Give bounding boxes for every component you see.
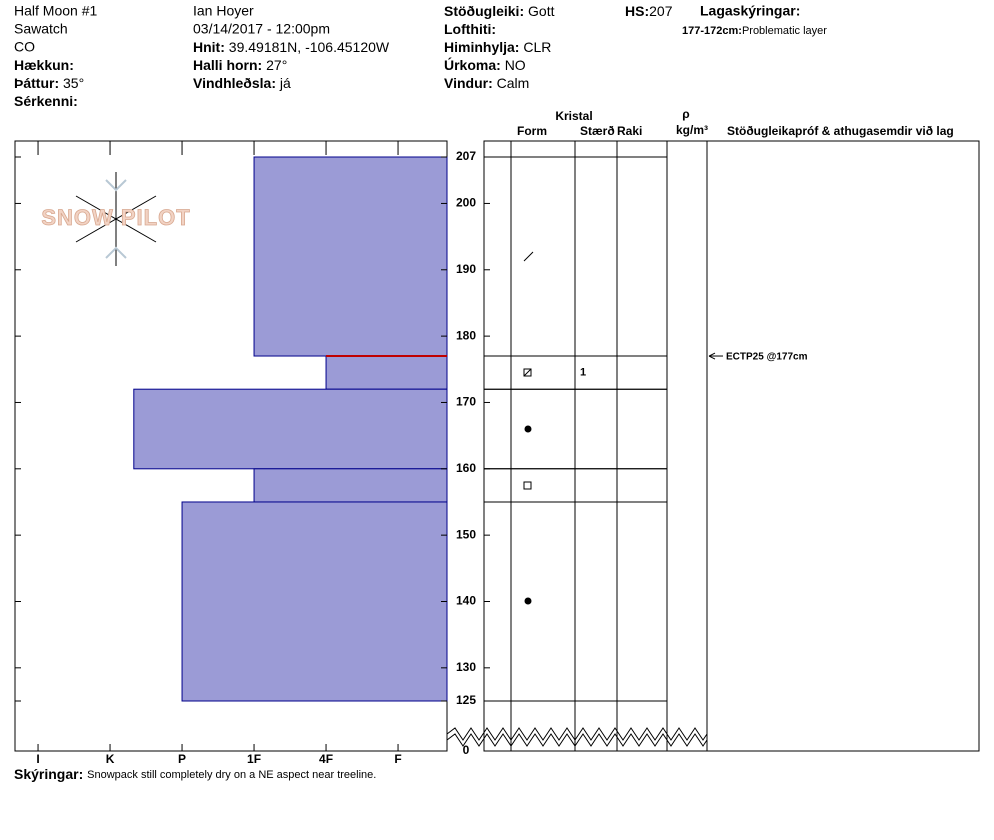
depth-tick-label: 150 (456, 527, 476, 541)
label: Vindhleðsla: (193, 75, 276, 91)
label: Úrkoma: (444, 56, 501, 73)
depth-tick-label: 125 (456, 693, 476, 707)
col-form: Form (517, 124, 547, 138)
label: Vindur: (444, 75, 493, 91)
hardness-tick-label: F (394, 752, 401, 766)
value: 39.49181N, -106.45120W (229, 39, 390, 55)
label: HS: (625, 3, 649, 19)
depth-tick-label: 0 (463, 743, 470, 757)
value: Problematic layer (742, 25, 827, 37)
footer: Skýringar: Snowpack still completely dry… (14, 766, 376, 782)
form-symbols (523, 251, 534, 605)
col-crystal: Kristal (555, 109, 592, 123)
label: 177-172cm: (682, 25, 742, 37)
depth-tick-label: 130 (456, 660, 476, 674)
logo-text: SNOW PILOT (41, 205, 190, 230)
value: CLR (523, 39, 551, 55)
label: Stöðugleiki: (444, 3, 524, 19)
value: 27° (266, 57, 287, 73)
value: NO (505, 57, 526, 73)
value: 35° (63, 75, 84, 91)
label: Himinhylja: (444, 39, 519, 55)
stability: Stöðugleiki: Gott (444, 3, 555, 19)
hs: HS:207 (625, 3, 673, 19)
label: Hnit: (193, 39, 225, 55)
crystal-size: 1 (580, 367, 586, 379)
depth-tick-label: 170 (456, 395, 476, 409)
wind-loading: Vindhleðsla: já (193, 75, 291, 91)
value: 207 (649, 3, 673, 19)
air-temp: Lofthiti: (444, 21, 496, 37)
label: Lofthiti: (444, 21, 496, 37)
value: Gott (528, 3, 555, 19)
depth-tick-label: 180 (456, 328, 476, 342)
col-moisture: Raki (617, 124, 642, 138)
hardness-bar (133, 388, 448, 470)
sky: Himinhylja: CLR (444, 39, 551, 55)
hardness-bar (253, 468, 448, 503)
crystal-frame (483, 140, 980, 752)
columns (510, 141, 708, 751)
value: já (279, 75, 291, 91)
test-arrowhead (708, 352, 716, 360)
depth-tick-label: 190 (456, 262, 476, 276)
col-size: Stærð (580, 124, 615, 138)
depth-tick-label: 207 (456, 149, 476, 163)
col-density-unit: kg/m³ (676, 123, 708, 137)
range: Sawatch (14, 21, 68, 37)
depth-tick-label: 200 (456, 196, 476, 210)
hardness-tick-label: P (178, 752, 186, 766)
hardness-tick-label: 4F (319, 752, 333, 766)
value: Calm (497, 75, 530, 91)
hardness-tick-label: 1F (247, 752, 261, 766)
depth-tick-label: 140 (456, 594, 476, 608)
hardness-tick-label: I (36, 752, 39, 766)
site: Half Moon #1 (14, 3, 97, 19)
elevation: Hækkun: (14, 57, 74, 73)
layer-note: 177-172cm:Problematic layer (682, 25, 827, 37)
hardness-tick-label: K (106, 752, 115, 766)
test-label: ECTP25 @177cm (726, 352, 808, 363)
label: Þáttur: (14, 75, 59, 91)
wind: Vindur: Calm (444, 75, 529, 91)
precip: Úrkoma: NO (444, 56, 526, 73)
col-density: ρ (682, 107, 689, 121)
depth-tick-label: 160 (456, 461, 476, 475)
datetime: 03/14/2017 - 12:00pm (193, 21, 330, 37)
logo (75, 172, 157, 266)
value: Snowpack still completely dry on a NE as… (87, 769, 376, 781)
hardness-bar (325, 355, 448, 390)
hardness-bar (181, 501, 448, 702)
layer-notes-title: Lagaskýringar: (700, 3, 800, 19)
features: Sérkenni: (14, 93, 78, 109)
label: Hækkun: (14, 57, 74, 73)
hardness-bar (253, 156, 448, 357)
coords: Hnit: 39.49181N, -106.45120W (193, 39, 390, 55)
col-comments: Stöðugleikapróf & athugasemdir við lag (727, 124, 954, 138)
label: Sérkenni: (14, 93, 78, 109)
label: Halli horn: (193, 57, 262, 73)
state: CO (14, 39, 35, 55)
label: Skýringar: (14, 766, 83, 782)
aspect: Þáttur: 35° (14, 75, 84, 91)
axis-break (446, 727, 708, 747)
observer: Ian Hoyer (193, 3, 254, 19)
slope: Halli horn: 27° (193, 57, 287, 73)
